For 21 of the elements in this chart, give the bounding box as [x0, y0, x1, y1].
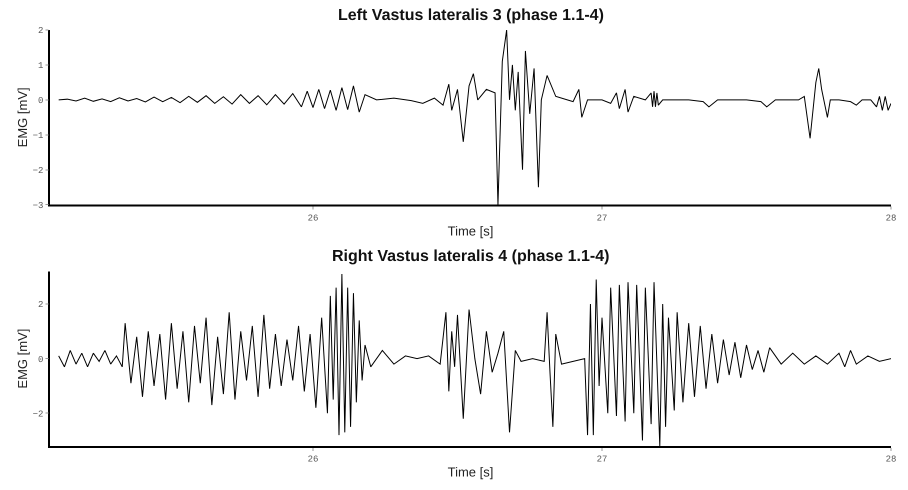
y-axis-title: EMG [mV] — [15, 328, 30, 389]
y-tick-label: −1 — [32, 130, 44, 141]
y-tick-label: 0 — [38, 96, 44, 106]
y-tick-label: 0 — [38, 354, 44, 365]
chart-title: Right Vastus lateralis 4 (phase 1.1-4) — [332, 248, 610, 265]
y-tick-label: −2 — [32, 409, 44, 420]
x-tick-label: 27 — [596, 213, 608, 224]
x-axis-title: Time [s] — [448, 223, 494, 238]
x-tick-label: 26 — [308, 213, 318, 224]
x-tick-label: 28 — [886, 454, 896, 465]
x-axis-title: Time [s] — [448, 464, 494, 480]
x-tick-label: 26 — [308, 454, 318, 465]
y-tick-label: 2 — [38, 26, 44, 36]
y-axis-title: EMG [mV] — [15, 87, 30, 148]
y-tick-label: −3 — [32, 200, 44, 211]
chart-title: Left Vastus lateralis 3 (phase 1.1-4) — [338, 7, 604, 24]
y-tick-label: 2 — [38, 300, 44, 310]
y-tick-label: −2 — [32, 166, 44, 176]
y-tick-label: 1 — [38, 61, 44, 72]
x-tick-label: 27 — [596, 454, 608, 465]
x-tick-label: 28 — [886, 213, 896, 224]
